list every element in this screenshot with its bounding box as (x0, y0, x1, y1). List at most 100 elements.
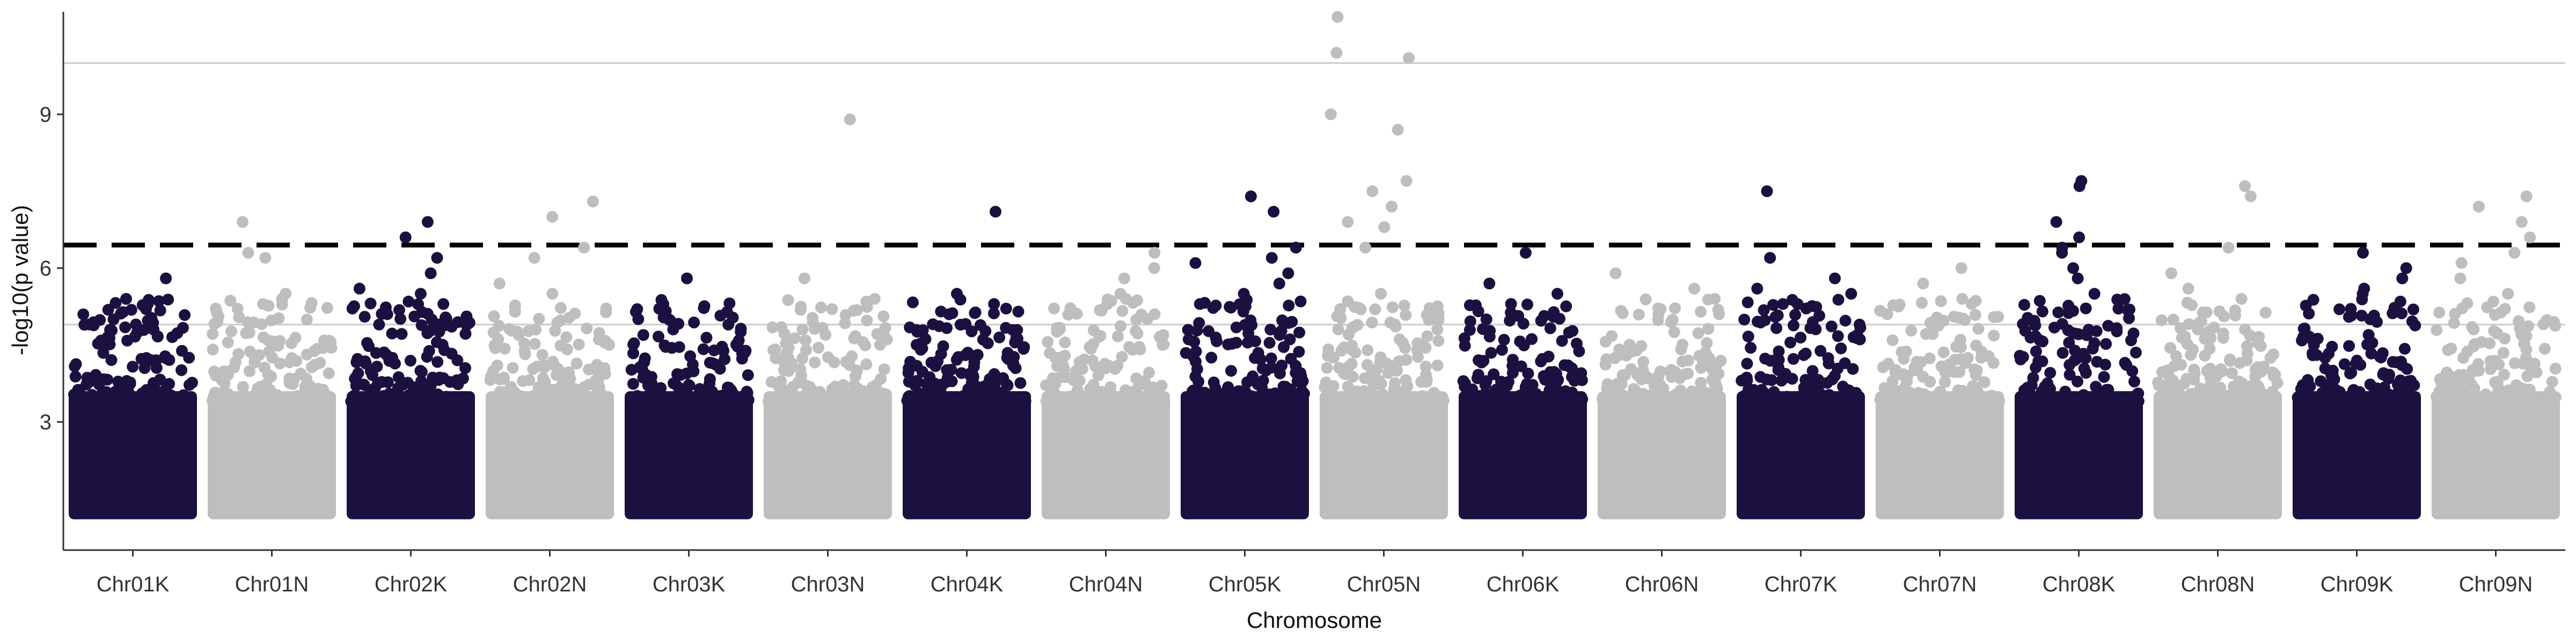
data-point-Chr05K (1182, 324, 1194, 336)
data-point-Chr06K (1463, 299, 1476, 311)
data-point-Chr06K (1514, 335, 1526, 348)
data-point-Chr03N (763, 396, 774, 407)
data-point-Chr07K (1806, 365, 1819, 377)
data-point-Chr02N (536, 349, 548, 361)
data-point-Chr08K (2019, 325, 2031, 337)
data-point-Chr06K (1485, 347, 1497, 359)
data-point-Chr08K (2052, 306, 2065, 319)
data-point-Chr03N (848, 387, 861, 400)
data-point-Chr07N (1939, 376, 1951, 388)
data-point-Chr05K (1225, 395, 1238, 407)
data-point-Chr07K (1768, 354, 1781, 367)
data-point-Chr04N (1115, 320, 1127, 332)
points-body-Chr05N (1320, 391, 1448, 519)
data-point-Chr07K (1791, 298, 1804, 310)
data-point-Chr06K (1544, 322, 1556, 334)
data-point-Chr03N (815, 301, 827, 313)
data-point-Chr08K (2086, 394, 2098, 406)
data-point-Chr07K (1786, 394, 1798, 406)
data-point-Chr09N (2465, 379, 2478, 391)
data-point-Chr02N (556, 379, 568, 391)
data-point-Chr09K (2407, 303, 2419, 316)
peak-point-Chr02K-2 (431, 252, 443, 264)
data-point-Chr02N (589, 375, 602, 387)
peak-point-Chr06K-0 (1519, 247, 1532, 259)
data-point-Chr02K (381, 308, 393, 320)
data-point-Chr04N (1158, 395, 1170, 407)
data-point-Chr08N (2229, 309, 2242, 321)
peak-point-Chr06N-0 (1609, 267, 1622, 280)
data-point-Chr01N (243, 365, 255, 377)
peak-point-Chr04K-2 (988, 298, 1000, 310)
data-point-Chr08N (2234, 357, 2246, 369)
data-point-Chr07N (1906, 390, 1919, 401)
data-point-Chr04N (1111, 394, 1123, 406)
data-point-Chr04N (1116, 351, 1128, 363)
data-point-Chr04N (1089, 360, 1101, 372)
data-point-Chr09K (2333, 303, 2346, 316)
data-point-Chr04K (965, 325, 978, 338)
peak-point-Chr09N-4 (2508, 247, 2521, 259)
data-point-Chr08K (2036, 305, 2048, 318)
data-point-Chr03N (813, 341, 824, 354)
data-point-Chr03K (662, 395, 674, 407)
data-point-Chr07K (1743, 383, 1755, 396)
data-point-Chr02K (452, 378, 464, 390)
data-point-Chr01N (291, 390, 303, 402)
peak-point-Chr07N-1 (1917, 277, 1929, 290)
peak-point-Chr09N-3 (2524, 231, 2536, 244)
data-point-Chr04N (1042, 336, 1054, 348)
peak-point-Chr07K-3 (1751, 282, 1763, 295)
data-point-Chr06N (1700, 346, 1711, 358)
peak-point-Chr03K-2 (631, 303, 643, 315)
data-point-Chr06K (1480, 375, 1492, 387)
data-point-Chr07N (1970, 339, 1982, 352)
y-axis-title: -log10(p value) (8, 205, 33, 355)
data-point-Chr07K (1772, 309, 1784, 321)
x-axis-title: Chromosome (1247, 608, 1382, 633)
data-point-Chr04K (937, 340, 949, 353)
x-axis-ticks: Chr01K Chr01N Chr02K Chr02N Chr03K Chr03N Chr0… (97, 550, 2533, 596)
data-point-Chr05K (1283, 299, 1295, 312)
peak-point-Chr06K-1 (1483, 277, 1496, 290)
data-point-Chr08N (2214, 392, 2227, 404)
data-point-Chr02N (484, 374, 496, 386)
data-point-Chr06K (1533, 394, 1546, 406)
data-point-Chr05K (1233, 298, 1246, 310)
data-point-Chr08N (2186, 395, 2198, 407)
data-point-Chr01N (258, 331, 269, 343)
data-point-Chr06K (1535, 314, 1547, 327)
peak-point-Chr02K-4 (353, 282, 365, 295)
data-point-Chr08K (2112, 303, 2125, 315)
data-point-Chr03K (742, 369, 754, 381)
data-point-Chr01N (211, 307, 223, 319)
peak-point-Chr05N-6 (1366, 185, 1379, 197)
data-point-Chr02K (369, 382, 381, 394)
data-point-Chr07N (1920, 328, 1932, 340)
data-point-Chr06K (1576, 393, 1589, 405)
data-point-Chr05N (1371, 363, 1383, 375)
data-point-Chr01K (152, 331, 164, 343)
data-point-Chr03N (794, 304, 807, 316)
data-point-Chr05K (1191, 363, 1203, 375)
data-point-Chr01N (323, 367, 335, 379)
peak-point-Chr04N-1 (1148, 262, 1160, 274)
data-point-Chr06N (1599, 335, 1612, 348)
data-point-Chr06N (1675, 343, 1687, 356)
data-point-Chr04N (1073, 356, 1086, 368)
data-point-Chr07K (1745, 342, 1757, 354)
data-point-Chr07N (1969, 383, 1981, 396)
data-point-Chr05N (1413, 338, 1425, 350)
data-point-Chr02N (509, 306, 521, 318)
data-point-Chr01N (209, 389, 221, 401)
data-point-Chr04K (965, 377, 978, 389)
data-point-Chr01K (97, 347, 109, 359)
x-tick-label-Chr02K: Chr02K (375, 573, 448, 596)
data-point-Chr03K (653, 331, 664, 343)
data-point-Chr09N (2523, 384, 2536, 396)
data-point-Chr04K (909, 379, 921, 392)
data-point-Chr07K (1825, 320, 1838, 333)
data-point-Chr02N (537, 372, 549, 384)
data-point-Chr05N (1384, 317, 1396, 328)
data-point-Chr04K (995, 387, 1007, 399)
